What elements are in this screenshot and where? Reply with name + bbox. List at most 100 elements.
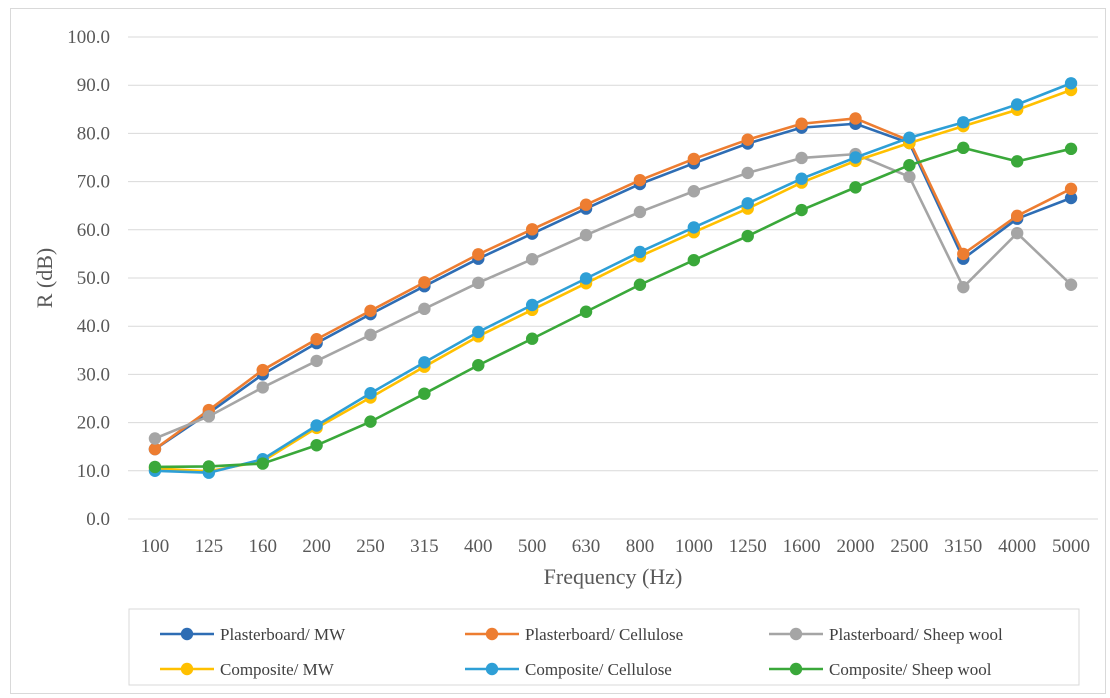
- data-point: [579, 305, 593, 318]
- y-tick-label: 30.0: [77, 364, 110, 385]
- data-point: [1064, 182, 1078, 196]
- legend-entry: Plasterboard/ Sheep wool: [769, 625, 1003, 644]
- data-point: [903, 170, 916, 183]
- x-tick-label: 315: [410, 536, 439, 557]
- x-tick-label: 160: [248, 536, 277, 557]
- x-tick-label: 125: [195, 536, 224, 557]
- x-tick-label: 2000: [837, 536, 875, 557]
- x-tick-label: 100: [141, 536, 170, 557]
- legend-label: Plasterboard/ MW: [220, 625, 346, 644]
- legend-label: Composite/ MW: [220, 660, 335, 679]
- legend-entry: Plasterboard/ Cellulose: [465, 625, 683, 644]
- y-tick-label: 100.0: [67, 27, 110, 48]
- data-point: [633, 173, 647, 187]
- data-point: [633, 278, 647, 291]
- series-line: [154, 82, 1072, 475]
- data-point: [1064, 278, 1078, 291]
- data-point: [472, 248, 485, 261]
- legend-label: Plasterboard/ Cellulose: [525, 625, 683, 644]
- data-point: [903, 131, 916, 144]
- data-point: [903, 159, 916, 172]
- data-point: [957, 116, 970, 129]
- data-point: [795, 117, 808, 130]
- y-tick-label: 60.0: [77, 220, 110, 241]
- x-tick-label: 1250: [729, 536, 767, 557]
- data-point: [202, 460, 216, 473]
- data-point: [418, 356, 431, 369]
- legend-swatch-marker: [485, 627, 499, 641]
- legend-swatch-marker: [485, 662, 499, 676]
- y-axis-title: R (dB): [32, 248, 57, 309]
- x-axis-ticks: 100 125 160 200 250 315 400 500 630 800 1000 1250 16…: [141, 536, 1090, 557]
- data-point: [849, 151, 862, 164]
- x-tick-label: 4000: [998, 536, 1036, 557]
- data-point: [1064, 77, 1078, 90]
- series-2: [148, 147, 1078, 445]
- data-point: [957, 280, 970, 294]
- legend-label: Composite/ Sheep wool: [829, 660, 992, 679]
- legend-entry: Composite/ Sheep wool: [769, 660, 992, 679]
- data-point: [148, 432, 162, 445]
- x-tick-label: 200: [302, 536, 331, 557]
- data-point: [310, 419, 323, 432]
- y-tick-label: 0.0: [86, 509, 110, 530]
- series-1: [148, 112, 1078, 456]
- legend-swatch-marker: [180, 627, 194, 641]
- data-point: [1010, 155, 1024, 168]
- series-5: [148, 141, 1078, 474]
- data-point: [525, 298, 539, 312]
- series-line: [154, 152, 1072, 440]
- data-point: [633, 205, 647, 219]
- data-point: [741, 229, 754, 243]
- y-tick-label: 50.0: [77, 268, 110, 289]
- legend-swatch-marker: [789, 662, 803, 676]
- series-line: [154, 117, 1072, 451]
- x-tick-label: 800: [626, 536, 655, 557]
- data-point: [957, 247, 970, 261]
- data-point: [310, 439, 323, 452]
- data-point: [364, 415, 377, 428]
- data-point: [957, 141, 970, 155]
- data-point: [472, 325, 485, 339]
- data-point: [741, 166, 754, 180]
- data-point: [687, 152, 701, 166]
- data-point: [1064, 142, 1078, 156]
- data-point: [1010, 209, 1024, 223]
- x-tick-label: 2500: [890, 536, 928, 557]
- x-axis-title: Frequency (Hz): [544, 564, 683, 589]
- x-tick-label: 1600: [783, 536, 821, 557]
- data-point: [795, 203, 808, 217]
- data-point: [795, 151, 808, 165]
- data-point: [687, 221, 701, 234]
- data-point: [148, 442, 162, 456]
- data-point: [148, 460, 162, 474]
- data-point: [256, 457, 269, 470]
- data-point: [310, 354, 323, 368]
- data-point: [418, 387, 431, 400]
- data-point: [364, 328, 377, 342]
- series-0: [148, 117, 1078, 456]
- data-point: [795, 172, 808, 185]
- data-point: [525, 253, 539, 266]
- legend-entry: Composite/ Cellulose: [465, 660, 672, 679]
- x-tick-label: 3150: [944, 536, 982, 557]
- data-point: [364, 304, 377, 317]
- chart-frame: [10, 8, 1106, 694]
- series-lines: [148, 77, 1078, 479]
- legend-label: Plasterboard/ Sheep wool: [829, 625, 1003, 644]
- series-3: [148, 83, 1078, 478]
- data-point: [418, 302, 431, 316]
- y-tick-label: 20.0: [77, 413, 110, 434]
- data-point: [741, 197, 754, 210]
- series-line: [154, 122, 1072, 451]
- x-tick-label: 5000: [1052, 536, 1090, 557]
- data-point: [310, 333, 323, 346]
- legend-entry: Composite/ MW: [160, 660, 335, 679]
- x-tick-label: 250: [356, 536, 385, 557]
- legend-box: [128, 608, 1080, 686]
- data-point: [256, 381, 269, 394]
- data-point: [364, 386, 377, 400]
- data-point: [1010, 226, 1024, 240]
- data-point: [579, 272, 593, 285]
